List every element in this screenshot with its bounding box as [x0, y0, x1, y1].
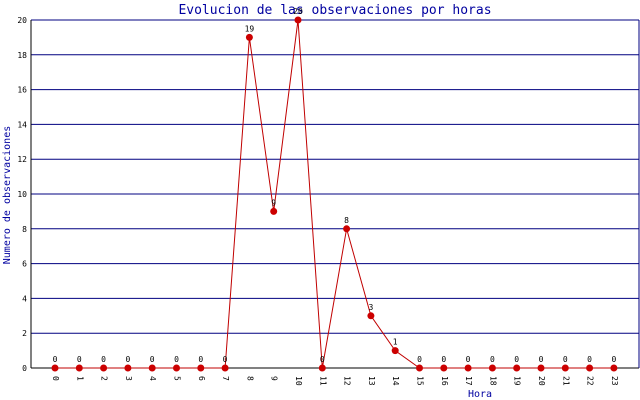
data-label: 0 — [466, 355, 471, 364]
x-tick-label: 12 — [343, 376, 352, 386]
data-label: 0 — [320, 355, 325, 364]
data-point — [513, 364, 521, 372]
data-point — [391, 347, 399, 355]
data-label: 0 — [417, 355, 422, 364]
y-tick-label: 10 — [17, 190, 27, 199]
y-tick-labels: 0 2 4 6 8 10 12 14 16 18 20 — [17, 16, 27, 373]
data-point — [294, 16, 302, 24]
data-point — [100, 364, 108, 372]
data-point — [440, 364, 448, 372]
data-label: 0 — [150, 355, 155, 364]
data-label: 0 — [514, 355, 519, 364]
x-tick-label: 8 — [245, 376, 254, 381]
data-label: 0 — [198, 355, 203, 364]
x-tick-label: 5 — [173, 376, 182, 381]
x-axis-label: Hora — [468, 389, 492, 400]
series-0 — [51, 16, 618, 372]
series-line — [55, 19, 614, 369]
data-label: 0 — [125, 355, 130, 364]
data-label: 0 — [53, 355, 58, 364]
data-point — [75, 364, 83, 372]
data-label: 0 — [77, 355, 82, 364]
data-point — [245, 33, 253, 41]
data-point — [148, 364, 156, 372]
data-point — [488, 364, 496, 372]
data-point — [464, 364, 472, 372]
y-axis-label: Numero de observaciones — [2, 126, 13, 264]
y-tick-label: 20 — [17, 16, 27, 25]
x-tick-label: 15 — [416, 376, 425, 386]
data-labels: 0 0 0 0 0 0 0 0 19 9 20 0 8 3 1 0 0 0 0 0 0 0 0 0 — [53, 7, 617, 364]
x-tick-labels: 0 1 2 3 4 5 6 7 8 9 10 11 12 13 14 15 16 17 18 19 20 21 22 23 — [51, 376, 619, 386]
y-tick-label: 12 — [17, 155, 27, 164]
data-label: 8 — [344, 216, 349, 225]
data-label: 0 — [539, 355, 544, 364]
y-tick-label: 0 — [22, 364, 27, 373]
y-tick-label: 6 — [22, 260, 27, 269]
x-tick-label: 0 — [51, 376, 60, 381]
data-point — [416, 364, 423, 372]
x-tick-label: 10 — [294, 376, 303, 386]
data-point — [51, 364, 59, 372]
y-tick-label: 14 — [17, 120, 27, 129]
data-point — [561, 364, 569, 372]
x-tick-label: 20 — [537, 376, 546, 386]
x-tick-label: 1 — [75, 376, 84, 381]
data-point — [197, 364, 205, 372]
data-label: 20 — [293, 7, 303, 16]
x-tick-label: 16 — [440, 376, 449, 386]
y-tick-label: 16 — [17, 86, 27, 95]
x-tick-label: 23 — [610, 376, 619, 386]
data-label: 0 — [611, 355, 616, 364]
data-point — [343, 225, 351, 233]
data-label: 1 — [393, 338, 398, 347]
x-tick-label: 6 — [197, 376, 206, 381]
data-point — [586, 364, 594, 372]
data-label: 0 — [490, 355, 495, 364]
y-tick-label: 2 — [22, 329, 27, 338]
data-label: 0 — [223, 355, 228, 364]
x-tick-label: 2 — [100, 376, 109, 381]
data-label: 0 — [101, 355, 106, 364]
x-tick-label: 3 — [124, 376, 133, 381]
data-point — [124, 364, 132, 372]
x-tick-label: 14 — [391, 376, 400, 386]
data-point — [173, 364, 180, 372]
data-label: 3 — [368, 303, 373, 312]
x-tick-label: 18 — [488, 376, 497, 386]
x-tick-label: 7 — [221, 376, 230, 381]
x-tick-label: 4 — [148, 376, 157, 381]
data-label: 19 — [245, 24, 255, 33]
data-point — [221, 364, 229, 372]
y-tick-label: 8 — [22, 225, 27, 234]
x-tick-label: 9 — [270, 376, 279, 381]
data-label: 0 — [441, 355, 446, 364]
data-label: 9 — [271, 198, 276, 207]
y-tick-label: 18 — [17, 51, 27, 60]
data-point — [318, 364, 326, 372]
data-point — [270, 207, 278, 215]
x-tick-label: 17 — [464, 376, 473, 386]
data-label: 0 — [587, 355, 592, 364]
data-label: 0 — [174, 355, 179, 364]
x-tick-label: 22 — [586, 376, 595, 386]
data-point — [367, 312, 375, 320]
data-label: 0 — [563, 355, 568, 364]
x-tick-label: 19 — [513, 376, 522, 386]
x-tick-label: 11 — [318, 376, 327, 386]
x-tick-label: 13 — [367, 376, 376, 386]
grid-lines — [31, 19, 639, 334]
x-tick-label: 21 — [561, 376, 570, 386]
chart-title: Evolucion de las observaciones por horas — [178, 3, 491, 18]
data-point — [610, 364, 618, 372]
data-point — [537, 364, 545, 372]
y-tick-label: 4 — [22, 294, 27, 303]
